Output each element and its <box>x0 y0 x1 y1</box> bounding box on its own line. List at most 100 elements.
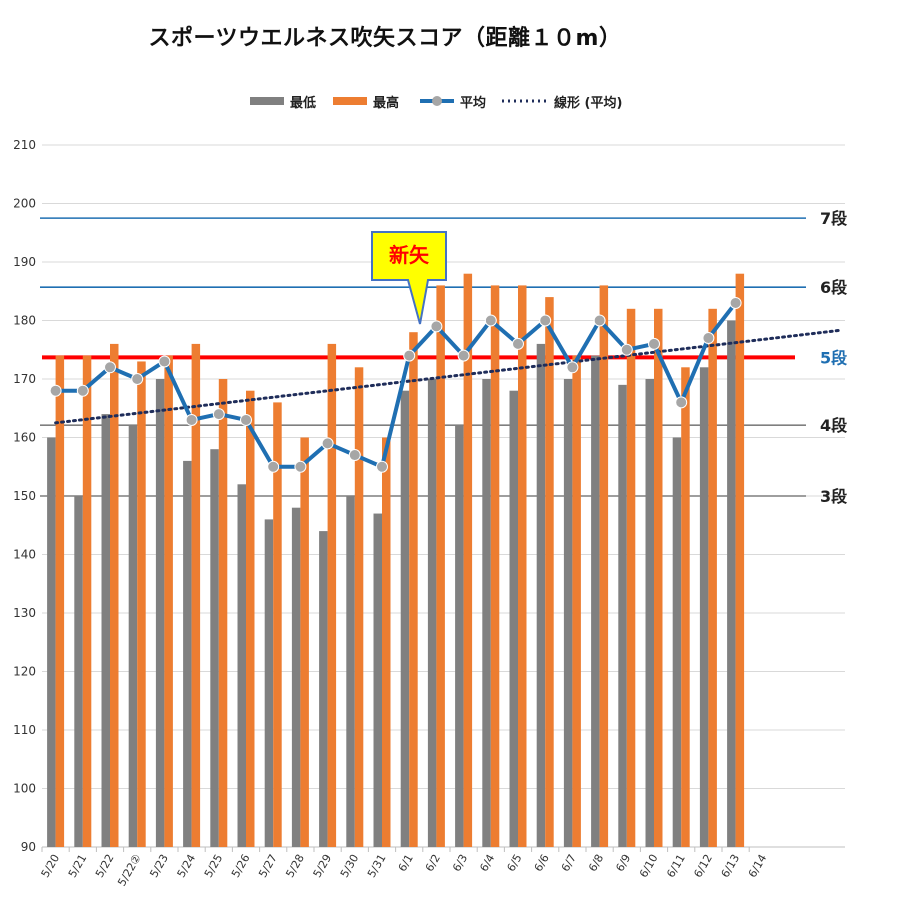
bar-min <box>727 320 736 847</box>
point-average <box>76 384 89 397</box>
reference-label: 5段 <box>820 348 848 367</box>
point-average <box>267 460 280 473</box>
bar-min <box>74 496 83 847</box>
legend-swatch-avg <box>420 96 454 106</box>
x-tick-label: 5/23 <box>147 852 171 880</box>
legend-label-trend: 線形 (平均) <box>554 95 623 111</box>
point-average <box>512 337 524 350</box>
x-tick-label: 6/3 <box>450 852 470 874</box>
bar-max <box>300 437 309 847</box>
point-average <box>457 349 470 362</box>
point-average <box>321 437 334 450</box>
x-tick-label: 6/12 <box>691 852 715 880</box>
point-average <box>185 413 198 426</box>
point-average <box>104 361 116 374</box>
point-average <box>294 460 307 473</box>
bar-max <box>354 367 364 847</box>
point-average <box>729 296 742 309</box>
bar-max <box>55 355 65 847</box>
bar-max <box>409 332 418 847</box>
legend-item-max: 最高 <box>333 90 399 112</box>
bar-max <box>735 273 745 847</box>
legend-label-min: 最低 <box>290 95 317 111</box>
bar-min <box>563 379 573 847</box>
x-tick-label: 5/25 <box>202 852 226 880</box>
bar-max <box>572 355 581 847</box>
point-average <box>49 384 62 397</box>
bar-min <box>101 414 110 847</box>
reference-label: 7段 <box>820 209 848 228</box>
x-tick-label: 6/5 <box>504 852 524 874</box>
bar-min <box>618 384 627 847</box>
point-average <box>648 337 660 350</box>
point-average <box>484 314 497 327</box>
y-tick-label: 210 <box>13 138 36 152</box>
x-axis: 5/20 5/21 5/225/22② 5/23 5/24 5/25 5/26 5/27 5/2… <box>39 846 845 889</box>
bar-max <box>708 308 717 847</box>
legend-item-min: 最低 <box>250 90 316 112</box>
bar-min <box>264 519 274 847</box>
reference-label: 4段 <box>820 416 848 435</box>
annotation-callout-box <box>371 231 447 325</box>
bar-max <box>82 355 92 847</box>
legend-item-avg: 平均 <box>420 90 486 112</box>
bar-max <box>626 308 636 847</box>
x-tick-label: 5/24 <box>175 852 199 880</box>
reference-labels: 7段 6段 5段 4段 3段 <box>820 209 848 506</box>
bar-max <box>599 285 609 847</box>
bar-min <box>183 460 192 847</box>
point-average <box>675 396 688 409</box>
legend: 最低 最高 平均 線形 (平均) <box>0 90 900 112</box>
y-tick-label: 140 <box>13 548 36 562</box>
bar-min <box>591 355 600 847</box>
x-tick-label: 5/26 <box>229 852 253 880</box>
x-tick-label: 6/13 <box>719 852 743 880</box>
bar-min <box>319 531 328 847</box>
bar-min <box>346 496 355 847</box>
bar-min <box>155 379 165 847</box>
x-tick-label: 6/8 <box>586 852 606 874</box>
x-tick-label: 5/27 <box>256 852 280 880</box>
x-tick-label: 5/22 <box>93 852 117 880</box>
bar-max <box>164 355 173 847</box>
annotation-callout: 新矢 <box>371 231 447 325</box>
bar-max <box>545 297 554 848</box>
point-average <box>131 373 144 385</box>
x-tick-label: 6/2 <box>423 852 443 874</box>
legend-label-max: 最高 <box>373 95 400 111</box>
bar-min <box>47 437 56 847</box>
bar-max <box>327 343 337 847</box>
bar-max <box>246 390 255 847</box>
y-tick-label: 160 <box>13 431 36 445</box>
bar-max <box>490 285 500 847</box>
bar-min <box>291 507 301 847</box>
bar-max <box>191 343 201 847</box>
bar-min <box>210 449 219 847</box>
x-tick-label: 5/22② <box>115 852 144 889</box>
x-tick-label: 5/21 <box>66 852 90 880</box>
bar-max <box>518 285 527 847</box>
line-average <box>55 301 738 469</box>
x-tick-label: 6/4 <box>477 852 497 874</box>
point-average <box>158 355 171 368</box>
bar-max <box>436 285 445 847</box>
point-average <box>212 408 225 421</box>
bars <box>47 273 745 848</box>
bar-max <box>382 437 391 847</box>
x-tick-label: 5/31 <box>365 852 389 880</box>
bar-min <box>536 343 546 847</box>
bar-min <box>427 379 437 847</box>
point-average <box>566 361 579 374</box>
bar-max <box>137 361 146 847</box>
legend-item-trend: 線形 (平均) <box>502 90 622 112</box>
chart-title: スポーツウエルネス吹矢スコア（距離１０m） <box>148 26 622 51</box>
y-tick-label: 150 <box>13 489 36 503</box>
reference-label: 3段 <box>820 487 848 506</box>
legend-swatch-max <box>333 97 367 105</box>
legend-swatch-min <box>250 97 284 105</box>
x-tick-label: 5/28 <box>283 852 307 880</box>
bar-max <box>273 402 282 847</box>
x-tick-label: 6/10 <box>637 852 661 880</box>
bar-max <box>654 308 663 847</box>
point-average <box>539 314 552 327</box>
